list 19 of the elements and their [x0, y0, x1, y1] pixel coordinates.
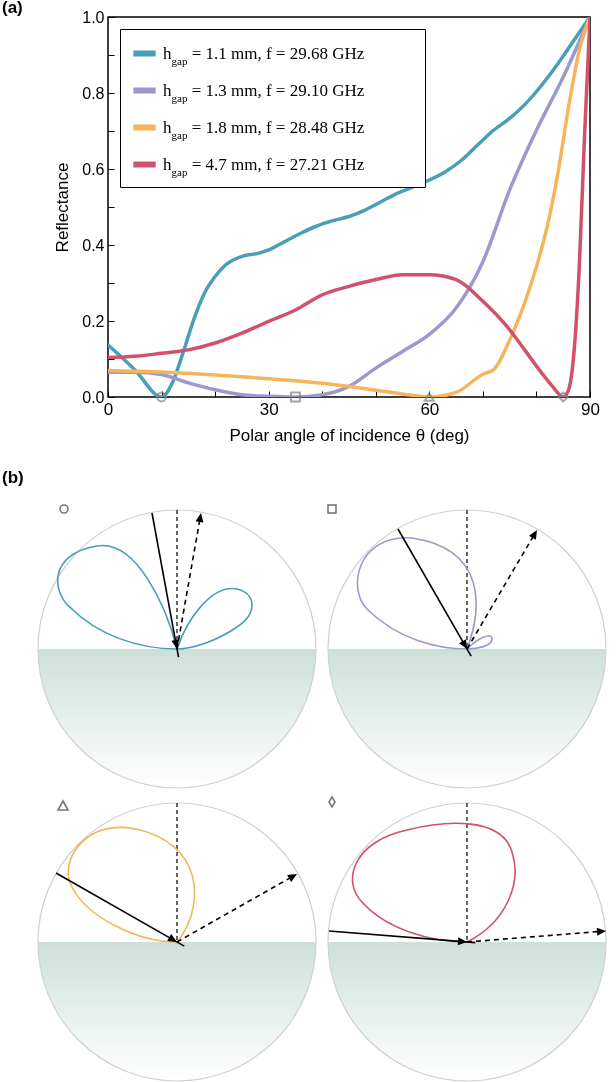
- line-series: [108, 17, 590, 397]
- legend-label: h$_{gap}$ = 1.1 mm, f = 29.68 GHz: [163, 43, 365, 67]
- legend-label: h$_{gap}$ = 1.8 mm, f = 28.48 GHz: [163, 117, 365, 141]
- y-tick-label: 0.0: [82, 388, 105, 406]
- x-tick-label: 0: [103, 399, 114, 419]
- text: (a): [2, 0, 23, 18]
- legend-label: h$_{gap}$ = 4.7 mm, f = 27.21 GHz: [163, 154, 365, 178]
- y-tick-label: 0.8: [82, 84, 105, 102]
- legend-label: h$_{gap}$ = 1.3 mm, f = 29.10 GHz: [163, 80, 365, 104]
- y-tick-label: 1.0: [82, 8, 105, 26]
- y-tick-label: 0.2: [82, 312, 105, 330]
- x-tick-label: 90: [581, 399, 600, 419]
- text: (b): [2, 468, 24, 488]
- y-tick-label: 0.4: [82, 236, 105, 254]
- x-tick-label: 60: [420, 399, 440, 419]
- x-tick-label: 30: [259, 399, 279, 419]
- y-axis-title: Reflectance: [53, 162, 73, 253]
- y-tick-label: 0.6: [82, 160, 105, 178]
- x-axis-title: Polar angle of incidence θ (deg): [229, 425, 470, 445]
